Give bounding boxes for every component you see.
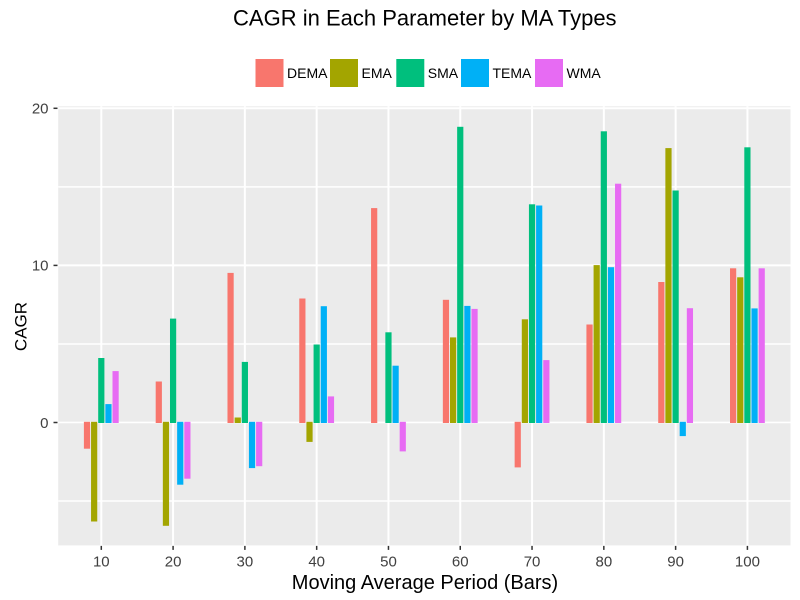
svg-text:80: 80 [595, 554, 612, 571]
svg-text:40: 40 [308, 554, 325, 571]
svg-text:10: 10 [93, 554, 110, 571]
svg-text:CAGR in Each Parameter by MA T: CAGR in Each Parameter by MA Types [233, 6, 617, 31]
svg-text:TEMA: TEMA [493, 65, 533, 81]
svg-text:SMA: SMA [428, 65, 459, 81]
svg-text:70: 70 [524, 554, 541, 571]
svg-text:90: 90 [667, 554, 684, 571]
svg-text:0: 0 [40, 415, 48, 432]
svg-text:20: 20 [165, 554, 182, 571]
svg-text:20: 20 [32, 101, 49, 118]
svg-text:30: 30 [237, 554, 254, 571]
svg-text:Moving Average Period (Bars): Moving Average Period (Bars) [292, 572, 558, 594]
svg-text:WMA: WMA [567, 65, 602, 81]
svg-text:60: 60 [452, 554, 469, 571]
svg-text:CAGR: CAGR [11, 302, 30, 351]
svg-text:EMA: EMA [362, 65, 393, 81]
svg-text:10: 10 [32, 258, 49, 275]
svg-text:50: 50 [380, 554, 397, 571]
svg-text:DEMA: DEMA [287, 65, 328, 81]
svg-text:100: 100 [735, 554, 760, 571]
